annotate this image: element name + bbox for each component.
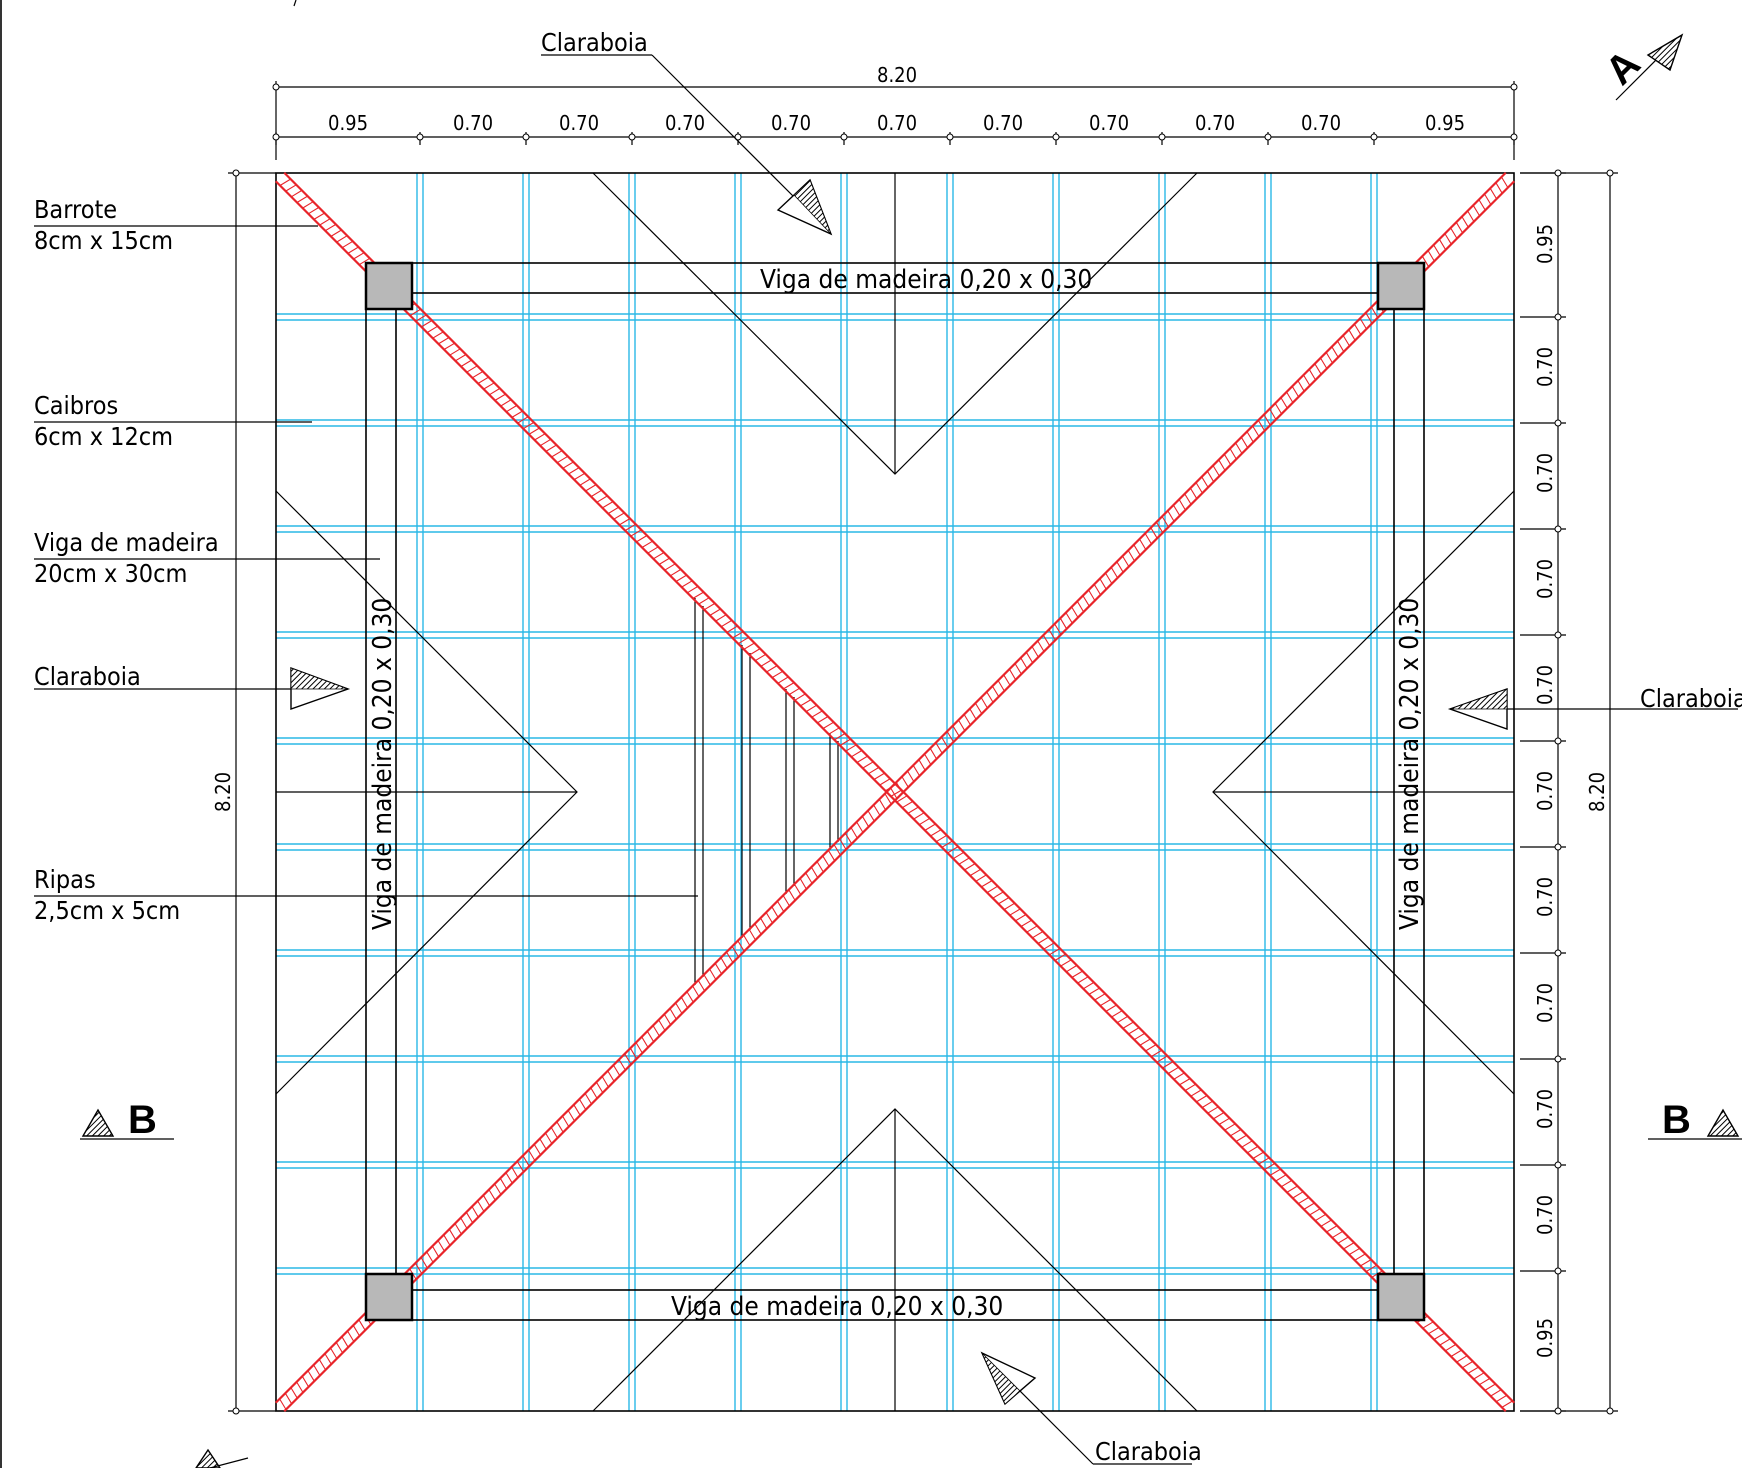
callout-claraboia-bottom: Claraboia	[980, 1351, 1202, 1466]
hip-beam-edge	[274, 171, 1507, 1404]
dim-node	[1510, 133, 1518, 141]
right-dim-8: 0.70	[1533, 983, 1557, 1023]
claraboia-left-label: Claraboia	[34, 662, 141, 691]
top-dim-10: 0.70	[1301, 111, 1341, 135]
caibros-name: Caibros	[34, 391, 118, 420]
hip-beam-edge	[274, 180, 1507, 1413]
claraboia-right-label: Claraboia	[1640, 684, 1742, 713]
dim-node	[1264, 133, 1272, 141]
section-marker-b-left: B	[80, 1098, 174, 1142]
caibros-lines	[276, 173, 1514, 1411]
top-dim-7: 0.70	[983, 111, 1023, 135]
dim-node	[522, 133, 530, 141]
ripas-size: 2,5cm x 5cm	[34, 896, 180, 925]
section-marker-b-right: B	[1648, 1098, 1742, 1142]
dim-node	[1554, 631, 1562, 639]
beam-left-label: Viga de madeira 0,20 x 0,30	[368, 598, 398, 930]
dim-node	[946, 133, 954, 141]
post-top-right	[1376, 261, 1426, 311]
ripas-detail	[694, 598, 839, 985]
dim-node	[1052, 133, 1060, 141]
right-dim-1: 0.95	[1533, 224, 1557, 264]
left-dimension: 8.20	[211, 169, 276, 1415]
dim-node	[1554, 949, 1562, 957]
dim-node	[272, 133, 280, 141]
callout-caibros: Caibros 6cm x 12cm	[34, 391, 312, 451]
dim-node	[840, 133, 848, 141]
skylight-outlines	[275, 172, 1515, 1412]
beam-right-label: Viga de madeira 0,20 x 0,30	[1395, 598, 1425, 930]
callout-viga: Viga de madeira 20cm x 30cm	[34, 528, 380, 588]
dim-node	[1158, 133, 1166, 141]
overall-height-right-label: 8.20	[1585, 772, 1609, 812]
section-b-right-label: B	[1662, 1098, 1691, 1142]
callout-claraboia-left: Claraboia	[34, 662, 351, 710]
right-dim-6: 0.70	[1533, 771, 1557, 811]
top-dimension-chain: 8.20 0.95 0.70 0.70 0.70 0.70 0.70 0.70 …	[272, 63, 1518, 160]
dim-node	[734, 133, 742, 141]
overall-width-label: 8.20	[877, 63, 917, 87]
dim-node	[628, 133, 636, 141]
dim-node	[1554, 169, 1562, 177]
dim-node	[1554, 1407, 1562, 1415]
top-dim-6: 0.70	[877, 111, 917, 135]
callout-barrote: Barrote 8cm x 15cm	[34, 195, 318, 255]
dim-node	[1554, 1055, 1562, 1063]
dim-node	[1554, 1267, 1562, 1275]
right-dim-9: 0.70	[1533, 1089, 1557, 1129]
overall-height-left-label: 8.20	[211, 772, 235, 812]
top-dim-8: 0.70	[1089, 111, 1129, 135]
top-dim-5: 0.70	[771, 111, 811, 135]
top-dim-3: 0.70	[559, 111, 599, 135]
top-dim-1: 0.95	[328, 111, 368, 135]
dim-node	[1554, 525, 1562, 533]
dim-node	[1554, 843, 1562, 851]
viga-size: 20cm x 30cm	[34, 559, 187, 588]
corner-posts	[364, 261, 1426, 1322]
section-marker-a-bottom	[195, 1448, 249, 1468]
dim-node	[1554, 737, 1562, 745]
barrote-name: Barrote	[34, 195, 117, 224]
right-dim-2: 0.70	[1533, 347, 1557, 387]
dim-node	[1554, 419, 1562, 427]
ripas-name: Ripas	[34, 865, 96, 894]
hip-beam-hatch	[279, 176, 1509, 1410]
callout-claraboia-right: Claraboia	[1447, 684, 1742, 730]
callout-ripas: Ripas 2,5cm x 5cm	[34, 865, 698, 925]
section-b-left-label: B	[128, 1098, 157, 1142]
dim-node	[1554, 313, 1562, 321]
claraboia-top-label: Claraboia	[541, 28, 648, 57]
post-bottom-left	[364, 1272, 414, 1322]
hip-beam-hatch	[279, 178, 1513, 1408]
beam-top-label: Viga de madeira 0,20 x 0,30	[760, 265, 1092, 295]
section-marker-a: A	[1597, 33, 1684, 101]
dim-node	[416, 133, 424, 141]
barrote-size: 8cm x 15cm	[34, 226, 173, 255]
claraboia-bottom-label: Claraboia	[1095, 1437, 1202, 1466]
right-dim-4: 0.70	[1533, 559, 1557, 599]
caibros-size: 6cm x 12cm	[34, 422, 173, 451]
top-dim-4: 0.70	[665, 111, 705, 135]
top-dim-9: 0.70	[1195, 111, 1235, 135]
top-dim-11: 0.95	[1425, 111, 1465, 135]
beam-bottom-label: Viga de madeira 0,20 x 0,30	[671, 1292, 1003, 1322]
right-dimension-chain: 8.20 0.95 0.70 0.70 0.70 0.70 0.70 0.70 …	[1520, 169, 1618, 1415]
hip-beams	[274, 171, 1516, 1413]
viga-name: Viga de madeira	[34, 528, 219, 557]
right-dim-5: 0.70	[1533, 665, 1557, 705]
dim-node	[1554, 1161, 1562, 1169]
hip-beam-edge	[283, 180, 1516, 1413]
right-dim-11: 0.95	[1533, 1318, 1557, 1358]
right-dim-3: 0.70	[1533, 453, 1557, 493]
callout-claraboia-top: Claraboia	[541, 28, 833, 236]
corner-mark	[293, 0, 297, 7]
top-dim-2: 0.70	[453, 111, 493, 135]
right-dim-10: 0.70	[1533, 1195, 1557, 1235]
post-bottom-right	[1376, 1272, 1426, 1322]
dim-node	[1370, 133, 1378, 141]
section-a-label: A	[1597, 42, 1649, 94]
post-top-left	[364, 261, 414, 311]
right-dim-7: 0.70	[1533, 877, 1557, 917]
